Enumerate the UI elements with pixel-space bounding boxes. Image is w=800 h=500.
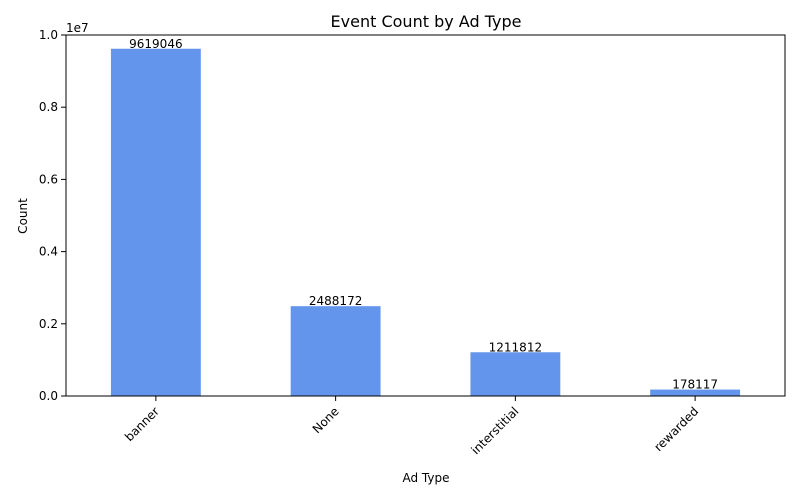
y-axis-label: Count <box>16 198 30 234</box>
bar-none <box>290 306 381 396</box>
plot-frame <box>65 34 786 397</box>
y-tick-label: 1.0 <box>39 28 58 42</box>
chart-title: Event Count by Ad Type <box>331 12 522 31</box>
data-label: 2488172 <box>309 294 362 308</box>
bars: 9619046 2488172 1211812 178117 <box>110 37 741 396</box>
y-axis-offset-text: 1e7 <box>66 21 89 35</box>
bar-rewarded <box>650 389 741 396</box>
x-axis-ticks: banner None interstitial rewarded <box>122 396 701 457</box>
x-tick-label: None <box>310 404 342 436</box>
data-label: 1211812 <box>489 340 542 354</box>
data-label: 9619046 <box>129 37 182 51</box>
y-tick-label: 0.6 <box>39 172 58 186</box>
data-label: 178117 <box>672 378 718 392</box>
x-tick-label: rewarded <box>651 404 701 454</box>
x-axis-label: Ad Type <box>403 471 450 485</box>
y-tick-label: 0.4 <box>39 245 58 259</box>
bar-banner <box>110 48 201 396</box>
y-axis-ticks: 0.0 0.2 0.4 0.6 0.8 1.0 <box>39 28 66 403</box>
y-tick-label: 0.0 <box>39 389 58 403</box>
y-tick-label: 0.8 <box>39 100 58 114</box>
x-tick-label: banner <box>122 404 162 444</box>
y-tick-label: 0.2 <box>39 317 58 331</box>
bar-interstitial <box>470 352 561 396</box>
x-tick-label: interstitial <box>468 404 521 457</box>
